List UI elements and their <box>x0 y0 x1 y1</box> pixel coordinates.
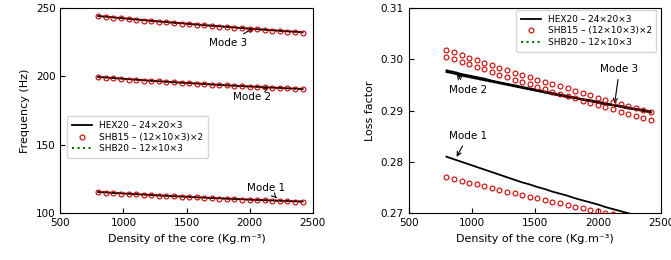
X-axis label: Density of the core (Kg.m⁻³): Density of the core (Kg.m⁻³) <box>456 234 614 244</box>
Text: Mode 2: Mode 2 <box>234 88 271 102</box>
Text: Mode 1: Mode 1 <box>449 131 487 156</box>
Y-axis label: Loss factor: Loss factor <box>365 80 375 141</box>
X-axis label: Density of the core (Kg.m⁻³): Density of the core (Kg.m⁻³) <box>107 234 266 244</box>
Text: Mode 1: Mode 1 <box>247 183 285 198</box>
Legend: HEX20 – 24×20×3, SHB15 – (12×10×3)×2, SHB20 – 12×10×3: HEX20 – 24×20×3, SHB15 – (12×10×3)×2, SH… <box>516 10 656 52</box>
Text: Mode 2: Mode 2 <box>449 75 487 95</box>
Y-axis label: Frequency (Hz): Frequency (Hz) <box>20 68 30 153</box>
Text: Mode 3: Mode 3 <box>209 28 252 48</box>
Legend: HEX20 – 24×20×3, SHB15 – (12×10×3)×2, SHB20 – 12×10×3: HEX20 – 24×20×3, SHB15 – (12×10×3)×2, SH… <box>67 116 207 158</box>
Text: Mode 3: Mode 3 <box>601 64 639 102</box>
